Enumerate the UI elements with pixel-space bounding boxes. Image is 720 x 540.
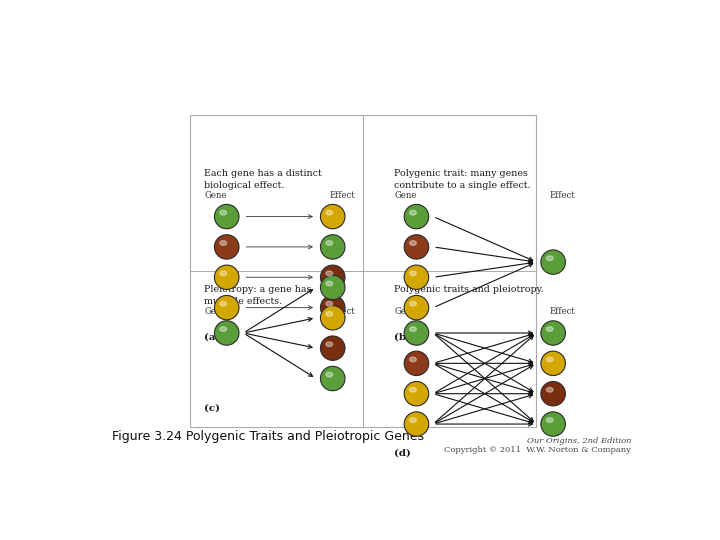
- Ellipse shape: [326, 241, 333, 245]
- Text: (d): (d): [394, 449, 411, 458]
- Ellipse shape: [541, 321, 565, 345]
- Text: Our Origins, 2nd Edition: Our Origins, 2nd Edition: [527, 437, 631, 446]
- Ellipse shape: [546, 388, 553, 392]
- Ellipse shape: [326, 211, 333, 215]
- Ellipse shape: [541, 351, 565, 375]
- Ellipse shape: [410, 357, 416, 362]
- Ellipse shape: [326, 342, 333, 347]
- Ellipse shape: [320, 235, 345, 259]
- Ellipse shape: [220, 301, 227, 306]
- Ellipse shape: [404, 412, 428, 436]
- Ellipse shape: [326, 271, 333, 276]
- Text: Figure 3.24 Polygenic Traits and Pleiotropic Genes: Figure 3.24 Polygenic Traits and Pleiotr…: [112, 430, 424, 443]
- Ellipse shape: [320, 265, 345, 289]
- Text: Gene: Gene: [204, 191, 227, 200]
- Ellipse shape: [404, 265, 428, 289]
- Ellipse shape: [404, 351, 428, 375]
- Ellipse shape: [546, 256, 553, 260]
- Ellipse shape: [215, 204, 239, 229]
- Text: Effect: Effect: [329, 191, 355, 200]
- Text: Effect: Effect: [329, 307, 355, 316]
- Ellipse shape: [410, 418, 416, 422]
- Ellipse shape: [215, 295, 239, 320]
- Ellipse shape: [220, 327, 227, 332]
- Ellipse shape: [410, 327, 416, 332]
- Ellipse shape: [541, 381, 565, 406]
- Ellipse shape: [320, 295, 345, 320]
- Ellipse shape: [215, 321, 239, 345]
- Text: (b): (b): [394, 333, 411, 342]
- Ellipse shape: [404, 295, 428, 320]
- Text: Gene: Gene: [394, 307, 417, 316]
- Ellipse shape: [410, 241, 416, 245]
- Ellipse shape: [320, 204, 345, 229]
- Ellipse shape: [541, 412, 565, 436]
- Text: Each gene has a distinct
biological effect.: Each gene has a distinct biological effe…: [204, 168, 322, 190]
- Ellipse shape: [546, 357, 553, 362]
- Ellipse shape: [326, 301, 333, 306]
- Text: Gene: Gene: [204, 307, 227, 316]
- Ellipse shape: [320, 336, 345, 360]
- Text: Copyright © 2011  W.W. Norton & Company: Copyright © 2011 W.W. Norton & Company: [444, 446, 631, 454]
- Ellipse shape: [541, 250, 565, 274]
- Ellipse shape: [404, 204, 428, 229]
- Ellipse shape: [220, 241, 227, 245]
- Text: (a): (a): [204, 333, 221, 342]
- Ellipse shape: [410, 301, 416, 306]
- Ellipse shape: [404, 381, 428, 406]
- Ellipse shape: [326, 372, 333, 377]
- Ellipse shape: [404, 235, 428, 259]
- Ellipse shape: [220, 271, 227, 276]
- Text: Effect: Effect: [549, 191, 575, 200]
- Ellipse shape: [320, 306, 345, 330]
- Ellipse shape: [215, 235, 239, 259]
- Text: Gene: Gene: [394, 191, 417, 200]
- Ellipse shape: [326, 312, 333, 316]
- Ellipse shape: [410, 211, 416, 215]
- Ellipse shape: [404, 321, 428, 345]
- Ellipse shape: [320, 366, 345, 391]
- Text: (c): (c): [204, 403, 220, 413]
- Text: Effect: Effect: [549, 307, 575, 316]
- Ellipse shape: [215, 265, 239, 289]
- Ellipse shape: [320, 275, 345, 300]
- Text: Polygenic traits and pleiotropy.: Polygenic traits and pleiotropy.: [394, 285, 544, 294]
- Text: Pleiotropy: a gene has
multiple effects.: Pleiotropy: a gene has multiple effects.: [204, 285, 312, 306]
- Ellipse shape: [546, 327, 553, 332]
- Ellipse shape: [546, 418, 553, 422]
- Ellipse shape: [410, 388, 416, 392]
- Ellipse shape: [410, 271, 416, 276]
- Ellipse shape: [326, 281, 333, 286]
- Text: Polygenic trait: many genes
contribute to a single effect.: Polygenic trait: many genes contribute t…: [394, 168, 531, 190]
- Ellipse shape: [220, 211, 227, 215]
